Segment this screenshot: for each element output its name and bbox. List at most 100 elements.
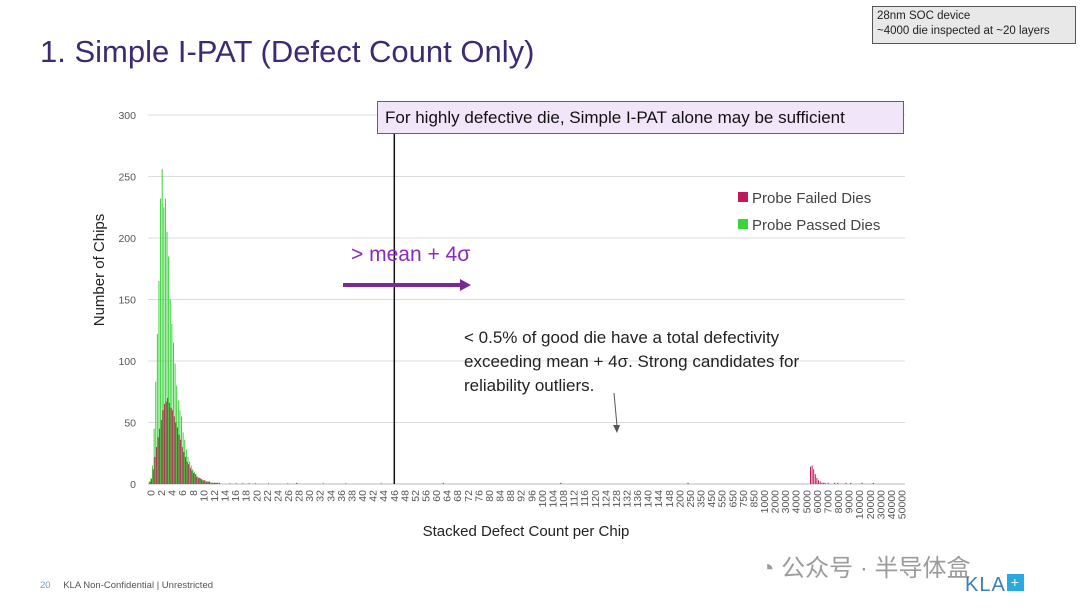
page-number: 20 xyxy=(40,580,51,591)
x-tick-label: 50000 xyxy=(897,490,909,519)
bar-failed xyxy=(212,482,214,484)
bar-failed xyxy=(159,428,161,484)
x-tick-label: 9000 xyxy=(844,490,856,514)
bar-failed xyxy=(215,482,217,484)
y-axis-title: Number of Chips xyxy=(91,214,108,327)
y-tick-label: 300 xyxy=(118,110,136,122)
bar-failed xyxy=(822,482,824,484)
bar-failed xyxy=(168,402,170,484)
bar-passed xyxy=(208,481,210,484)
x-tick-label: 84 xyxy=(495,490,507,502)
x-tick-label: 200 xyxy=(674,490,686,508)
bar-failed xyxy=(181,447,183,484)
bar-failed xyxy=(814,474,816,484)
bar-failed xyxy=(687,482,689,484)
bar-passed xyxy=(166,231,168,484)
bar-failed xyxy=(164,404,166,484)
bar-failed xyxy=(811,465,813,484)
bar-failed xyxy=(194,474,196,484)
bar-passed xyxy=(211,482,213,484)
bar-failed xyxy=(821,482,823,484)
bar-passed xyxy=(153,428,155,484)
bar-passed xyxy=(198,477,200,484)
x-tick-label: 76 xyxy=(473,490,485,502)
x-tick-label: 22 xyxy=(262,490,274,502)
x-tick-label: 28 xyxy=(294,490,306,502)
y-tick-labels: 0 50 100 150 200 250 300 xyxy=(118,110,136,491)
bar-passed xyxy=(190,465,192,484)
x-tick-label: 36 xyxy=(336,490,348,502)
bar-passed xyxy=(229,482,231,484)
outlier-note: < 0.5% of good die have a total defectiv… xyxy=(464,328,800,395)
bar-failed xyxy=(189,468,191,484)
bar-failed xyxy=(845,482,847,484)
bar-failed xyxy=(837,482,839,484)
x-axis-title: Stacked Defect Count per Chip xyxy=(423,523,630,540)
logo-plus-icon: + xyxy=(1006,574,1024,591)
bar-passed xyxy=(176,385,178,484)
bar-passed xyxy=(345,482,347,484)
x-tick-label: 24 xyxy=(272,490,284,502)
legend-label-failed: Probe Failed Dies xyxy=(752,190,871,207)
bar-failed xyxy=(809,466,811,484)
watermark-text: 公众号 · 半导体盒 xyxy=(781,555,971,582)
x-tick-labels: 0246810121416182022242628303234363840424… xyxy=(146,490,909,519)
x-tick-label: 44 xyxy=(378,490,390,502)
x-tick-label: 4000 xyxy=(791,490,803,514)
bar-failed xyxy=(209,481,211,484)
bar-failed xyxy=(296,482,298,484)
legend-swatch-failed xyxy=(738,192,748,202)
bar-passed xyxy=(255,482,257,484)
legend-swatch-passed xyxy=(738,219,748,229)
bar-failed xyxy=(201,479,203,484)
bar-passed xyxy=(158,281,160,484)
bar-failed xyxy=(186,461,188,484)
x-tick-label: 40000 xyxy=(886,490,898,519)
x-tick-label: 18 xyxy=(241,490,253,502)
x-tick-label: 10 xyxy=(198,490,210,502)
bar-passed xyxy=(205,481,207,484)
bar-failed xyxy=(172,410,174,484)
sigma-threshold-label: > mean + 4σ xyxy=(351,243,471,266)
x-tick-label: 68 xyxy=(452,490,464,502)
bar-failed xyxy=(178,434,180,484)
bar-passed xyxy=(192,469,194,484)
x-tick-label: 120 xyxy=(590,490,602,508)
page-title: 1. Simple I-PAT (Defect Count Only) xyxy=(40,34,535,69)
bar-failed xyxy=(151,479,153,484)
x-tick-label: 38 xyxy=(347,490,359,502)
bar-passed xyxy=(184,439,186,484)
x-tick-label: 6 xyxy=(177,490,189,496)
info-line: ~4000 die inspected at ~20 layers xyxy=(877,25,1050,37)
y-tick-label: 0 xyxy=(130,479,136,491)
bar-failed xyxy=(850,482,852,484)
x-tick-label: 26 xyxy=(283,490,295,502)
x-tick-label: 14 xyxy=(220,490,232,502)
x-tick-label: 3000 xyxy=(780,490,792,514)
bar-passed xyxy=(216,482,218,484)
bar-passed xyxy=(267,482,269,484)
x-tick-label: 7000 xyxy=(823,490,835,514)
bar-failed xyxy=(170,407,172,484)
bar-failed xyxy=(205,481,207,484)
x-tick-label: 148 xyxy=(664,490,676,508)
bar-passed xyxy=(185,449,187,484)
bar-passed xyxy=(197,476,199,484)
bar-failed xyxy=(193,472,195,484)
x-tick-label: 16 xyxy=(230,490,242,502)
info-line: 28nm SOC device xyxy=(877,10,971,22)
bar-failed xyxy=(188,464,190,484)
x-tick-label: 88 xyxy=(505,490,517,502)
x-tick-label: 48 xyxy=(399,490,411,502)
x-tick-label: 60 xyxy=(431,490,443,502)
x-tick-label: 30000 xyxy=(875,490,887,519)
bar-passed xyxy=(177,400,179,484)
bar-failed xyxy=(196,476,198,484)
x-tick-label: 42 xyxy=(368,490,380,502)
x-tick-label: 72 xyxy=(463,490,475,502)
x-tick-label: 124 xyxy=(600,490,612,508)
bars xyxy=(148,169,874,484)
bar-failed xyxy=(816,477,818,484)
x-tick-label: 450 xyxy=(706,490,718,508)
bar-passed xyxy=(174,363,176,484)
